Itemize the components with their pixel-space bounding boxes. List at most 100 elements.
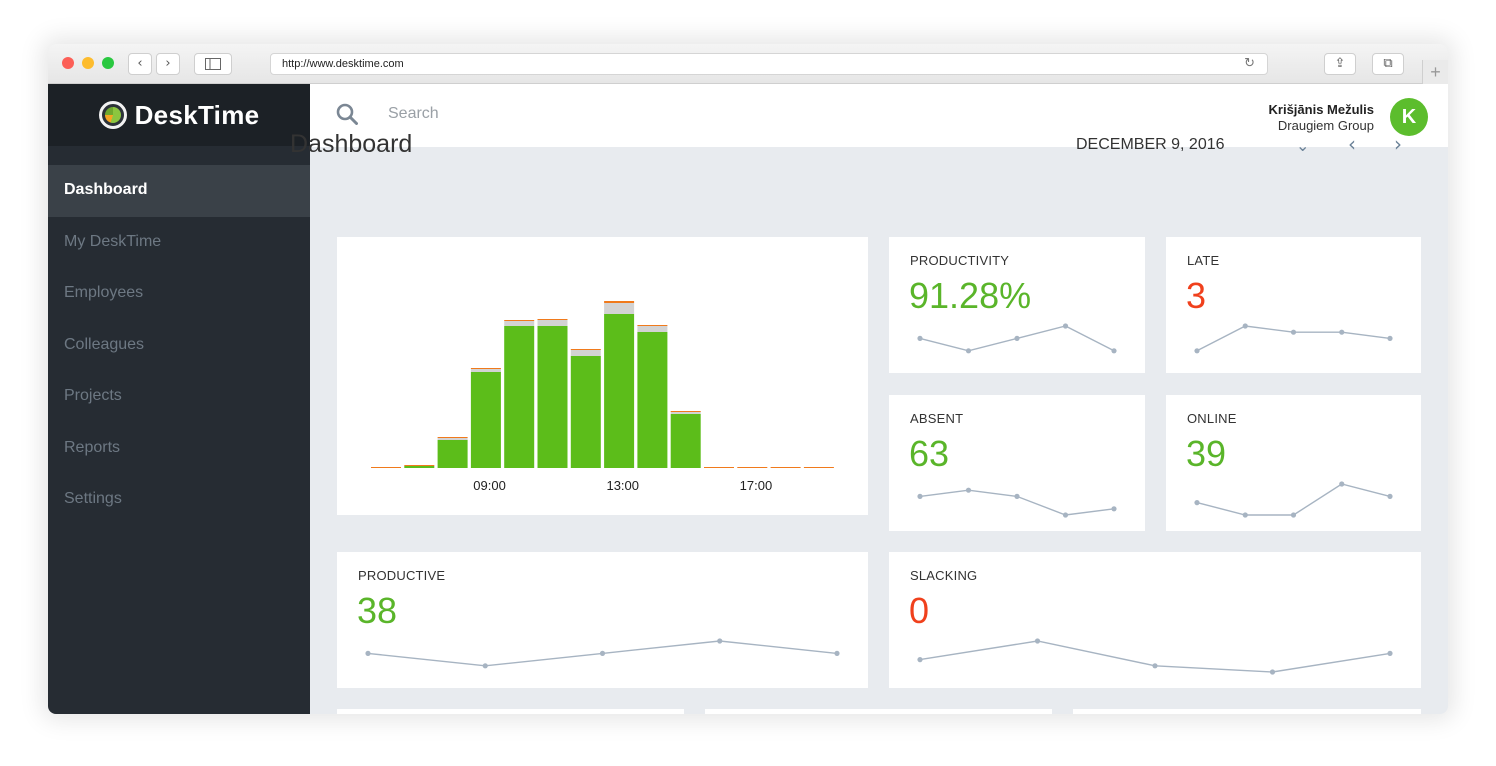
forward-button[interactable]: ›: [156, 53, 180, 75]
chart-bar[interactable]: [470, 368, 501, 468]
sidebar-item-reports[interactable]: Reports: [64, 438, 121, 456]
bar-segment-productive: [404, 466, 435, 468]
reload-icon[interactable]: ↻: [1244, 56, 1255, 71]
sparkline-point: [1242, 512, 1248, 518]
sparkline-point: [1014, 335, 1020, 341]
bottom-card: [1073, 709, 1421, 714]
sparkline-point: [917, 493, 923, 499]
close-window-button[interactable]: [62, 57, 74, 69]
slacking-card[interactable]: SLACKING 0: [889, 552, 1421, 688]
chart-bar[interactable]: [371, 467, 401, 468]
chart-bar[interactable]: [637, 325, 668, 468]
sidebar-item-projects[interactable]: Projects: [64, 387, 122, 404]
bar-segment-unproductive: [504, 320, 535, 321]
app-logo[interactable]: DeskTime: [48, 84, 310, 146]
chart-bar[interactable]: [670, 411, 701, 468]
card-label: ABSENT: [910, 411, 964, 426]
online-card[interactable]: ONLINE 39: [1166, 395, 1421, 531]
sidebar-item-my-desktime[interactable]: My DeskTime: [64, 232, 162, 250]
bar-segment-neutral: [570, 350, 601, 356]
sparkline-point: [1152, 663, 1158, 669]
bar-segment-productive: [604, 314, 635, 468]
sparkline-point: [365, 650, 371, 656]
productive-card[interactable]: PRODUCTIVE 38: [337, 552, 868, 688]
next-day-button[interactable]: ›: [1394, 132, 1402, 156]
productive-sparkline: [365, 638, 840, 669]
chart-bar[interactable]: [570, 349, 601, 468]
chart-bar[interactable]: [704, 467, 734, 468]
productivity-card[interactable]: PRODUCTIVITY 91.28%: [889, 237, 1145, 373]
bar-segment-productive: [470, 372, 501, 468]
bottom-card: [337, 709, 684, 714]
app-header: Krišjānis Mežulis Draugiem Group K: [310, 84, 1448, 147]
zoom-window-button[interactable]: [102, 57, 114, 69]
bar-segment-productive: [437, 440, 468, 468]
absent-card[interactable]: ABSENT 63: [889, 395, 1145, 531]
x-tick-label: 17:00: [740, 478, 773, 493]
browser-toolbar: ‹ › http://www.desktime.com ↻ ⇪ ⧉ +: [48, 44, 1448, 84]
sparkline-point: [1269, 669, 1276, 675]
sidebar-item-dashboard[interactable]: Dashboard: [48, 165, 310, 217]
new-tab-button[interactable]: +: [1422, 60, 1448, 84]
sidebar-item-settings[interactable]: Settings: [64, 490, 122, 507]
bar-segment-neutral: [437, 438, 468, 440]
avatar[interactable]: K: [1390, 98, 1428, 136]
chevron-down-icon[interactable]: ⌄: [1296, 136, 1310, 155]
search-input[interactable]: [388, 102, 688, 126]
date-label[interactable]: DECEMBER 9, 2016: [1076, 136, 1225, 153]
bar-segment-unproductive: [537, 319, 568, 320]
chart-bar[interactable]: [803, 467, 834, 468]
productivity-value: 91.28%: [909, 275, 1032, 316]
sparkline-line: [1196, 483, 1391, 516]
sparkline-point: [834, 650, 840, 656]
absent-value: 63: [909, 433, 950, 474]
chart-bar[interactable]: [537, 319, 568, 468]
user-company: Draugiem Group: [1277, 118, 1374, 133]
sidebar-toggle-button[interactable]: [194, 53, 232, 75]
bar-segment-neutral: [637, 326, 668, 332]
bar-segment-unproductive: [570, 349, 601, 350]
desktime-logo-icon: [98, 101, 127, 129]
search-icon[interactable]: [336, 103, 358, 125]
bar-segment-unproductive: [704, 467, 734, 468]
card-label: LATE: [1187, 253, 1220, 268]
sidebar-item-colleagues[interactable]: Colleagues: [64, 335, 145, 353]
card-label: ONLINE: [1187, 411, 1237, 426]
chart-bar[interactable]: [604, 301, 635, 468]
minimize-window-button[interactable]: [82, 57, 94, 69]
card-label: PRODUCTIVE: [358, 568, 446, 583]
sparkline-point: [599, 650, 606, 656]
bar-segment-unproductive: [371, 467, 401, 468]
online-value: 39: [1186, 433, 1227, 474]
sidebar-nav: Dashboard My DeskTime Employees Colleagu…: [48, 165, 310, 526]
bar-segment-neutral: [470, 369, 501, 372]
share-button[interactable]: ⇪: [1324, 53, 1356, 75]
tabs-button[interactable]: ⧉: [1372, 53, 1404, 75]
late-card[interactable]: LATE 3: [1166, 237, 1421, 373]
chart-bar[interactable]: [737, 467, 768, 468]
sparkline-point: [1387, 335, 1393, 341]
logo-text: DeskTime: [134, 99, 260, 130]
prev-day-button[interactable]: ‹: [1348, 132, 1356, 156]
sparkline-point: [1111, 506, 1117, 512]
sparkline-point: [1014, 493, 1020, 499]
absent-sparkline: [917, 487, 1117, 518]
chart-bar[interactable]: [437, 437, 468, 468]
forward-icon: ›: [165, 56, 171, 71]
online-sparkline: [1194, 481, 1393, 518]
back-button[interactable]: ‹: [128, 53, 152, 75]
bar-segment-productive: [504, 326, 535, 468]
sidebar-item-employees[interactable]: Employees: [64, 284, 144, 301]
late-value: 3: [1186, 275, 1207, 316]
chart-bar[interactable]: [770, 467, 801, 468]
sparkline-point: [717, 638, 723, 644]
page-title: Dashboard: [290, 130, 413, 158]
address-bar[interactable]: http://www.desktime.com ↻: [270, 53, 1268, 75]
sparkline-point: [917, 657, 923, 663]
share-icon: ⇪: [1334, 56, 1346, 71]
chart-bar[interactable]: [404, 465, 435, 468]
card-label: PRODUCTIVITY: [910, 253, 1010, 268]
chart-bar[interactable]: [504, 320, 535, 468]
sparkline-point: [1111, 348, 1117, 354]
bar-segment-productive: [537, 326, 568, 468]
